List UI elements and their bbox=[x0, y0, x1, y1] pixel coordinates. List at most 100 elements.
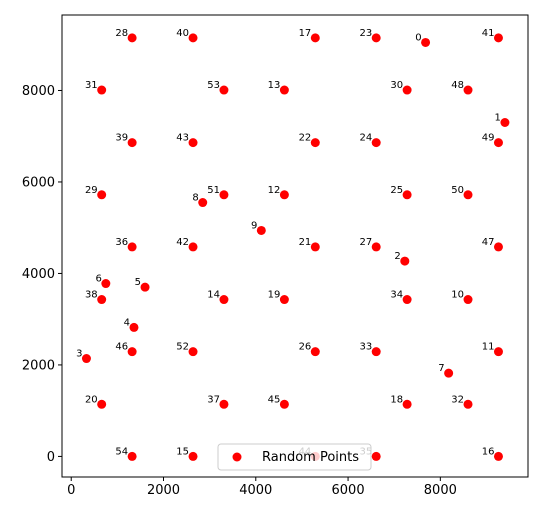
data-point bbox=[500, 117, 510, 127]
point-label: 18 bbox=[390, 394, 403, 405]
legend: Random Points bbox=[217, 443, 372, 471]
data-point bbox=[127, 347, 137, 357]
data-point bbox=[463, 190, 473, 200]
point-label: 23 bbox=[359, 28, 372, 39]
data-point bbox=[101, 279, 111, 289]
data-point bbox=[371, 347, 381, 357]
data-point bbox=[97, 295, 107, 305]
y-tick-label: 0 bbox=[47, 450, 55, 465]
data-point bbox=[279, 295, 289, 305]
point-label: 9 bbox=[251, 220, 257, 231]
data-point bbox=[444, 368, 454, 378]
point-label: 46 bbox=[115, 342, 128, 353]
data-point bbox=[310, 138, 320, 148]
point-label: 21 bbox=[299, 237, 312, 248]
data-point bbox=[256, 225, 266, 235]
data-point bbox=[127, 33, 137, 43]
point-label: 41 bbox=[482, 28, 495, 39]
point-label: 24 bbox=[359, 133, 372, 144]
data-point bbox=[81, 354, 91, 364]
data-point bbox=[402, 399, 412, 409]
point-label: 51 bbox=[207, 185, 220, 196]
data-point bbox=[127, 451, 137, 461]
data-point bbox=[279, 85, 289, 95]
data-point bbox=[310, 33, 320, 43]
data-point bbox=[219, 85, 229, 95]
x-tick-label: 6000 bbox=[332, 483, 365, 498]
point-label: 7 bbox=[438, 363, 444, 374]
point-label: 47 bbox=[482, 237, 495, 248]
point-label: 52 bbox=[176, 342, 189, 353]
legend-marker bbox=[232, 452, 242, 462]
y-tick-label: 6000 bbox=[22, 175, 55, 190]
data-point bbox=[279, 399, 289, 409]
point-label: 13 bbox=[268, 80, 281, 91]
point-label: 36 bbox=[115, 237, 128, 248]
point-label: 39 bbox=[115, 133, 128, 144]
data-point bbox=[97, 85, 107, 95]
point-label: 15 bbox=[176, 446, 189, 457]
data-point bbox=[279, 190, 289, 200]
data-point bbox=[400, 256, 410, 266]
data-point bbox=[371, 33, 381, 43]
data-point bbox=[219, 295, 229, 305]
point-label: 37 bbox=[207, 394, 220, 405]
x-tick-label: 8000 bbox=[424, 483, 457, 498]
x-tick-label: 4000 bbox=[239, 483, 272, 498]
point-label: 34 bbox=[390, 290, 403, 301]
data-point bbox=[129, 322, 139, 332]
data-point bbox=[402, 190, 412, 200]
data-point bbox=[219, 399, 229, 409]
point-label: 17 bbox=[299, 28, 312, 39]
point-label: 2 bbox=[394, 251, 400, 262]
point-label: 27 bbox=[359, 237, 372, 248]
data-point bbox=[127, 138, 137, 148]
point-label: 26 bbox=[299, 342, 312, 353]
point-label: 48 bbox=[451, 80, 464, 91]
data-point bbox=[188, 33, 198, 43]
point-label: 43 bbox=[176, 133, 189, 144]
legend-box bbox=[217, 443, 372, 471]
point-label: 14 bbox=[207, 290, 220, 301]
data-point bbox=[371, 242, 381, 252]
data-point bbox=[127, 242, 137, 252]
data-point bbox=[463, 399, 473, 409]
point-label: 22 bbox=[299, 133, 312, 144]
point-label: 31 bbox=[85, 80, 98, 91]
point-label: 1 bbox=[495, 112, 501, 123]
data-point bbox=[97, 190, 107, 200]
data-point bbox=[463, 295, 473, 305]
point-label: 29 bbox=[85, 185, 98, 196]
data-points bbox=[81, 33, 510, 461]
axis-ticks: 0 2000 4000 6000 8000 0 2000 4000 6000 8000 bbox=[22, 84, 457, 498]
data-point bbox=[188, 242, 198, 252]
data-point bbox=[310, 347, 320, 357]
data-point bbox=[421, 37, 431, 47]
point-label: 49 bbox=[482, 133, 495, 144]
point-label: 38 bbox=[85, 290, 98, 301]
point-label: 33 bbox=[359, 342, 372, 353]
y-tick-label: 8000 bbox=[22, 84, 55, 99]
point-label: 40 bbox=[176, 28, 189, 39]
data-point bbox=[493, 451, 503, 461]
data-point bbox=[493, 347, 503, 357]
data-point bbox=[219, 190, 229, 200]
data-point bbox=[402, 295, 412, 305]
point-label: 19 bbox=[268, 290, 281, 301]
point-label: 42 bbox=[176, 237, 189, 248]
point-label: 53 bbox=[207, 80, 220, 91]
legend-label: Random Points bbox=[262, 450, 359, 465]
point-label: 20 bbox=[85, 394, 98, 405]
data-point bbox=[188, 138, 198, 148]
data-point bbox=[371, 451, 381, 461]
point-label: 16 bbox=[482, 446, 495, 457]
point-label: 12 bbox=[268, 185, 281, 196]
data-point bbox=[188, 451, 198, 461]
x-tick-label: 0 bbox=[67, 483, 75, 498]
point-label: 54 bbox=[115, 446, 128, 457]
point-label: 5 bbox=[135, 277, 141, 288]
data-point bbox=[493, 242, 503, 252]
point-label: 6 bbox=[95, 274, 101, 285]
point-label: 8 bbox=[192, 193, 198, 204]
